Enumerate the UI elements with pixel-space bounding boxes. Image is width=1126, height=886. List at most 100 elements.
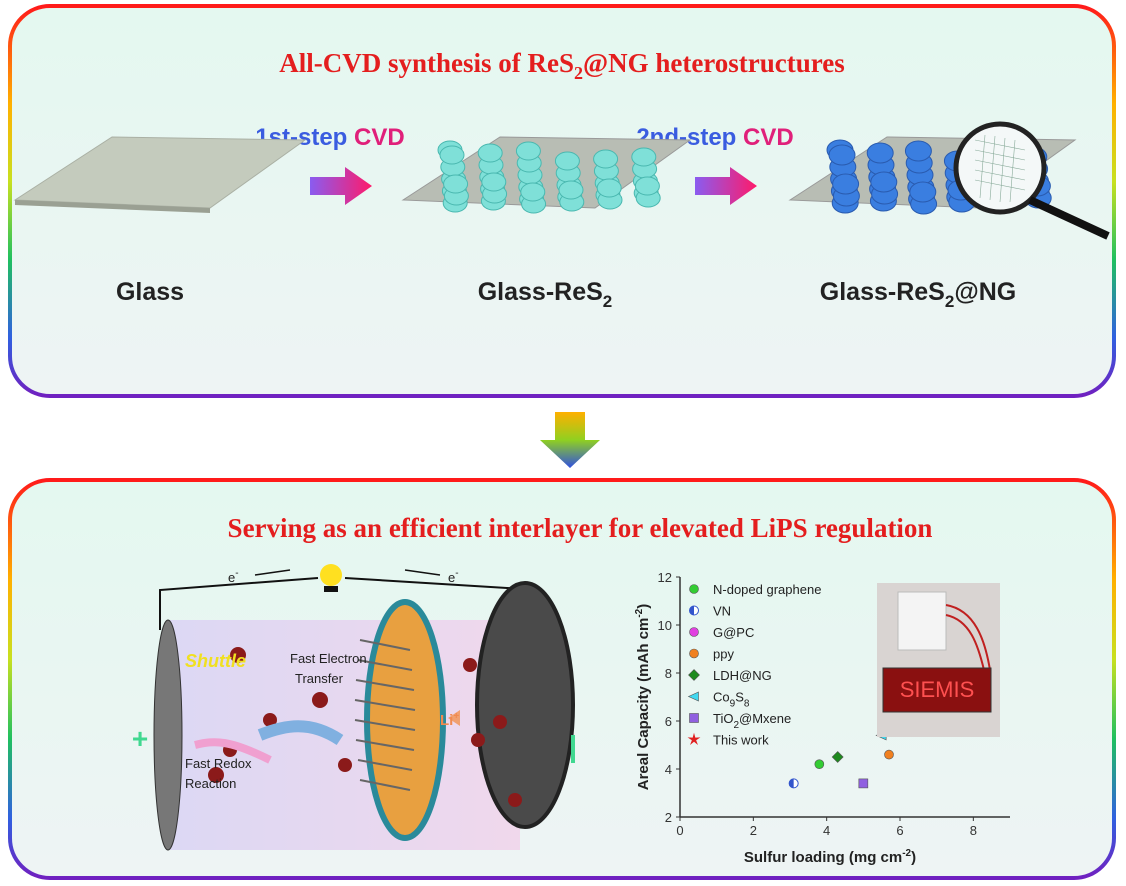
cathode-sign: + [132,723,148,754]
electron-label: e- [228,568,239,585]
electron-arrow [254,569,441,576]
flake [554,151,580,171]
marker [689,713,699,723]
marker [788,778,799,789]
note-line: Reaction [185,776,236,791]
flake [634,176,660,196]
marker [814,759,825,770]
e-part: e [228,570,235,585]
marker [858,778,869,789]
magnifier-handle [1028,196,1110,240]
marker [831,751,844,763]
x-tick-label: 2 [750,823,757,838]
lithium-label: Li+ [440,711,459,729]
label-sup: -2 [902,848,911,859]
flake [866,142,894,164]
electron-label: e- [448,568,459,585]
li-sup: + [453,711,459,722]
x-tick-label: 8 [970,823,977,838]
flake [439,145,465,165]
redox-note: Fast Redox Reaction [185,756,252,791]
label-sub: 2 [603,292,612,311]
top-title: All-CVD synthesis of ReS2@NG heterostruc… [279,48,845,83]
marker [689,648,699,659]
marker [688,669,700,681]
flake [909,181,937,203]
x-axis-label: Sulfur loading (mg cm-2) [744,848,916,866]
note-line: Fast Redox [185,756,252,771]
note-line: Fast Electron [290,651,367,666]
photo-device [897,591,947,651]
electron-note: Fast Electron Transfer [290,651,367,686]
marker-part [689,606,694,615]
step-text: CVD [354,124,405,151]
cell-body [170,620,520,850]
interlayer [364,599,446,841]
redox-arrow [194,738,272,764]
y-tick-label: 6 [665,714,672,729]
legend-label: This work [713,733,769,748]
label-part: Glass-ReS [478,278,603,306]
title-part: All-CVD synthesis of ReS [279,48,574,78]
anode-sign [571,735,575,763]
legend-label: TiO2@Mxene [713,711,791,731]
glass-edge [15,200,210,213]
legend-label: N-doped graphene [713,582,821,597]
flake [593,149,619,169]
flake [477,143,503,163]
label-part: ) [911,849,916,866]
title-part: @NG heterostructures [583,48,845,78]
y-tick-label: 8 [665,666,672,681]
legend-label: Co9S8 [713,690,750,710]
glass-label: Glass [116,278,184,306]
marker [884,749,894,760]
lattice [974,134,1026,203]
down-arrow [540,412,600,468]
legend-part: 8 [744,699,750,710]
flake [520,182,546,202]
electron-flow [257,720,344,746]
flake [828,144,856,166]
glass-label: Glass-ReS2 [478,278,613,311]
marker [687,732,701,745]
flake [443,174,469,194]
marker [689,627,699,637]
label-part: ) [635,604,652,609]
x-tick-label: 4 [823,823,830,838]
flake [832,173,860,195]
cathode-plate [153,619,183,851]
e-sup: - [235,568,238,579]
flake [481,172,507,192]
flake [515,141,541,161]
shuttle-label: Shuttle [185,651,246,671]
label-part: Sulfur loading (mg cm [744,849,902,866]
li-part: Li [440,712,453,729]
marker [689,584,699,594]
title-sub: 2 [574,63,583,83]
step-arrow [695,167,757,205]
flake [596,178,622,198]
y-axis-label: Areal Capacity (mAh cm-2) [634,604,652,790]
legend-part: 9 [730,699,736,710]
flake [558,180,584,200]
led-text: SIEMIS [900,677,975,702]
label-sub: 2 [945,292,954,311]
x-tick-label: 0 [676,823,683,838]
y-tick-label: 4 [665,762,672,777]
y-tick-label: 2 [665,810,672,825]
legend-part: TiO [713,711,733,726]
photo-wire [945,604,991,671]
marker [689,605,699,616]
legend-part: S [735,690,744,705]
bulb-base [324,586,338,592]
label-part: Glass [116,278,184,306]
e-part: e [448,570,455,585]
step-text: CVD [743,124,794,151]
bottom-title: Serving as an efficient interlayer for e… [228,513,933,543]
anode-disk [475,581,575,829]
legend-label: LDH@NG [713,668,772,683]
label-part: @NG [954,278,1016,306]
glass-plate [13,136,307,209]
